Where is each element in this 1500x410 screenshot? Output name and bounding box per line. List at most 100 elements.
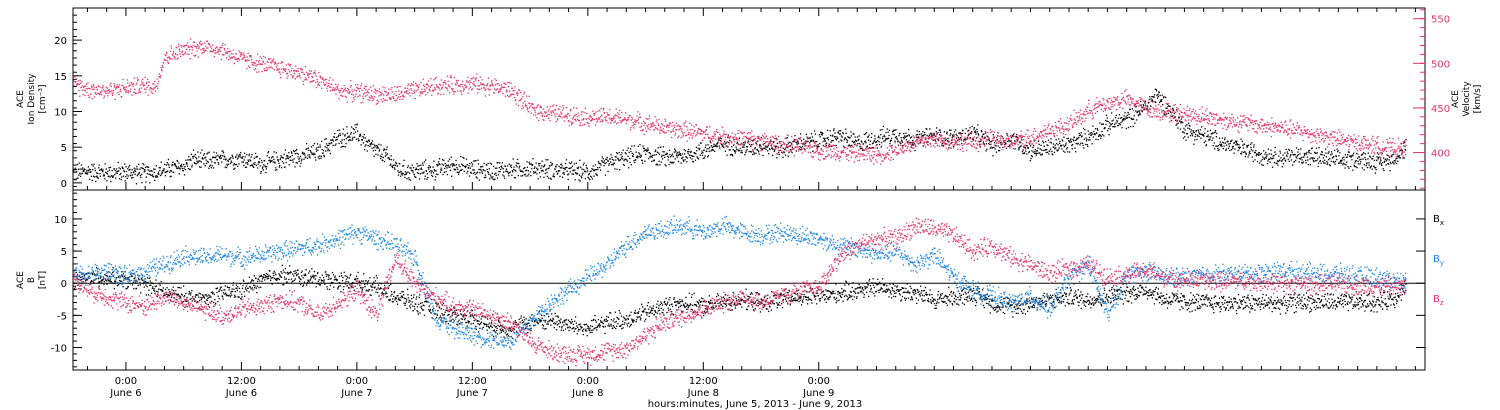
top-series-pink-point [671, 136, 673, 139]
top-series-black-point [202, 157, 204, 159]
top-series-pink-point [615, 108, 617, 110]
top-series-black-point [732, 149, 734, 151]
top-series-black-point [894, 137, 897, 139]
top-series-black-point [611, 156, 613, 158]
top-series-black-point [399, 175, 402, 177]
top-series-pink-point [643, 124, 645, 126]
top-series-black-point [588, 177, 590, 180]
top-series-black-point [374, 146, 376, 148]
top-series-black-point [576, 173, 578, 175]
top-series-black-point [639, 156, 642, 158]
top-series-black-point [523, 167, 525, 170]
top-series-pink-point [842, 151, 844, 153]
top-series-pink-point [225, 57, 228, 59]
top-series-pink-point [713, 137, 715, 139]
top-series-pink-point [379, 94, 381, 96]
top-series-black-point [597, 168, 599, 171]
top-series-black-point [566, 166, 568, 169]
top-series-black-point [386, 148, 388, 151]
top-series-black-point [1068, 141, 1070, 143]
top-series-pink-point [440, 79, 442, 81]
top-series-black-point [710, 150, 712, 152]
top-series-black-point [654, 154, 656, 156]
top-series-black-point [298, 160, 300, 162]
top-series-pink-point [146, 81, 148, 84]
top-series-pink-point [718, 138, 720, 140]
top-series-pink-point [478, 88, 480, 90]
top-series-pink-point [333, 89, 335, 92]
top-series-pink-point [639, 116, 642, 118]
top-series-black-point [533, 172, 535, 174]
top-series-pink-point [241, 58, 244, 60]
top-series-pink-point [561, 109, 564, 111]
top-series-black-point [142, 162, 144, 165]
top-series-black-point [752, 153, 754, 156]
top-series-pink-point [460, 84, 462, 86]
top-series-pink-point [164, 54, 166, 56]
top-series-black-point [1008, 144, 1011, 146]
top-series-black-point [1030, 155, 1033, 157]
top-series-black-point [1264, 153, 1266, 155]
top-series-black-point [1274, 146, 1276, 149]
top-series-black-point [679, 153, 681, 155]
top-series-black-point [1167, 112, 1169, 114]
top-series-black-point [1278, 155, 1280, 157]
top-series-black-point [342, 133, 344, 135]
top-series-pink-point [480, 84, 482, 86]
top-series-black-point [103, 175, 105, 177]
top-series-black-point [308, 149, 310, 151]
top-series-pink-point [188, 46, 190, 48]
top-series-black-point [1175, 109, 1178, 111]
top-series-black-point [281, 156, 283, 158]
top-series-black-point [75, 168, 77, 171]
top-series-pink-point [522, 102, 524, 104]
top-series-pink-point [787, 135, 789, 137]
top-series-black-point [1026, 145, 1028, 147]
top-series-black-point [1137, 110, 1139, 113]
top-series-black-point [1129, 108, 1131, 110]
top-series-black-point [1216, 132, 1218, 135]
top-series-black-point [1340, 162, 1342, 164]
top-series-black-point [424, 175, 426, 177]
top-series-black-point [1062, 150, 1065, 152]
top-series-pink-point [601, 114, 603, 116]
top-series-pink-point [590, 120, 592, 122]
y-tick-label: 5 [61, 143, 67, 154]
top-series-pink-point [92, 88, 94, 91]
top-series-black-point [813, 140, 815, 142]
top-series-pink-point [606, 119, 608, 122]
top-series-black-point [1161, 94, 1163, 96]
top-series-pink-point [865, 155, 867, 157]
top-series-black-point [1332, 156, 1334, 159]
top-series-black-point [310, 151, 312, 153]
top-series-black-point [780, 145, 782, 147]
top-series-black-point [932, 139, 934, 142]
top-series-pink-point [474, 85, 477, 87]
top-series-pink-point [313, 72, 316, 74]
top-series-black-point [660, 161, 662, 163]
top-series-black-point [756, 148, 758, 151]
top-series-black-point [263, 164, 265, 166]
top-series-pink-point [752, 143, 755, 145]
top-series-black-point [977, 133, 979, 135]
top-series-black-point [1119, 123, 1121, 125]
top-series-pink-point [147, 78, 149, 80]
top-series-pink-point [456, 81, 458, 83]
top-series-pink-point [826, 147, 828, 149]
top-series-pink-point [821, 153, 823, 155]
top-series-pink-point [780, 145, 782, 148]
top-series-pink-point [172, 52, 174, 54]
top-series-black-point [1057, 144, 1059, 146]
top-series-pink-point [595, 118, 597, 120]
top-series-black-point [662, 146, 665, 148]
top-series-black-point [745, 145, 748, 148]
top-series-black-point [85, 171, 87, 173]
top-series-black-point [376, 147, 378, 149]
top-series-pink-point [182, 45, 184, 47]
top-series-pink-point [205, 45, 207, 48]
top-series-black-point [736, 142, 738, 145]
top-series-black-point [783, 151, 785, 153]
top-series-pink-point [566, 117, 568, 119]
top-series-pink-point [437, 92, 439, 94]
top-series-black-point [458, 171, 461, 173]
